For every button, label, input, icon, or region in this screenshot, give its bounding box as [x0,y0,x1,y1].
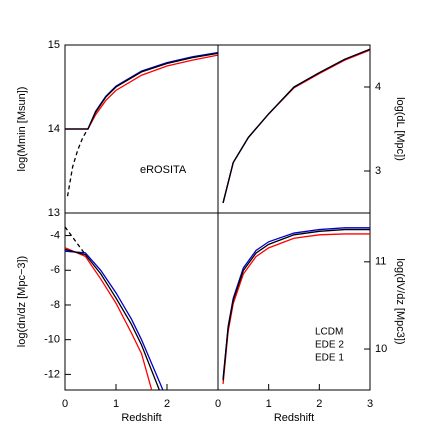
panel-frame [64,212,219,391]
x-tick-label: 2 [164,398,170,410]
panel-frame [217,212,371,391]
y-tick-label: -4 [50,229,60,241]
x-tick-label: 1 [266,398,272,410]
y-tick-label: -10 [44,334,60,346]
legend-label: LCDM [315,327,343,338]
line [222,227,370,379]
line [65,54,218,130]
line [65,51,218,130]
y-tick-label: 14 [48,123,60,135]
legend-label: EDE 1 [315,353,344,364]
x-tick-label: 0 [215,398,221,410]
y-tick-label: 15 [48,39,60,51]
x-tick-label: 0 [62,398,68,410]
line [65,226,86,256]
annotation: eROSITA [140,164,187,176]
y-axis-label: log(dL [Mpc]) [394,97,406,161]
x-tick-label: 3 [367,398,373,410]
y-tick-label: 3 [375,165,381,177]
line [65,248,160,390]
line [66,128,89,197]
y-axis-label: log(Mmin [Msun]) [16,87,28,172]
line [222,233,370,384]
y-axis-label: log(dV/dz [Mpc3]) [394,258,406,344]
y-tick-label: 10 [375,343,387,355]
x-axis-label: Redshift [121,412,161,424]
x-tick-label: 2 [316,398,322,410]
y-tick-label: -8 [50,299,60,311]
y-axis-label: log(dn/dz [Mpc−3]) [16,256,28,347]
line [222,49,370,204]
line [65,52,218,130]
line [65,250,164,390]
legend-label: EDE 2 [315,340,344,351]
x-tick-label: 1 [113,398,119,410]
y-tick-label: 13 [48,207,60,219]
line [65,247,153,390]
line [222,48,370,204]
panel-frame [217,44,371,214]
x-axis-label: Redshift [274,412,314,424]
y-tick-label: 11 [375,256,386,268]
y-tick-label: -6 [50,264,60,276]
line [222,48,370,204]
line [222,228,370,381]
y-tick-label: 4 [375,81,381,93]
y-tick-label: -12 [44,368,60,380]
